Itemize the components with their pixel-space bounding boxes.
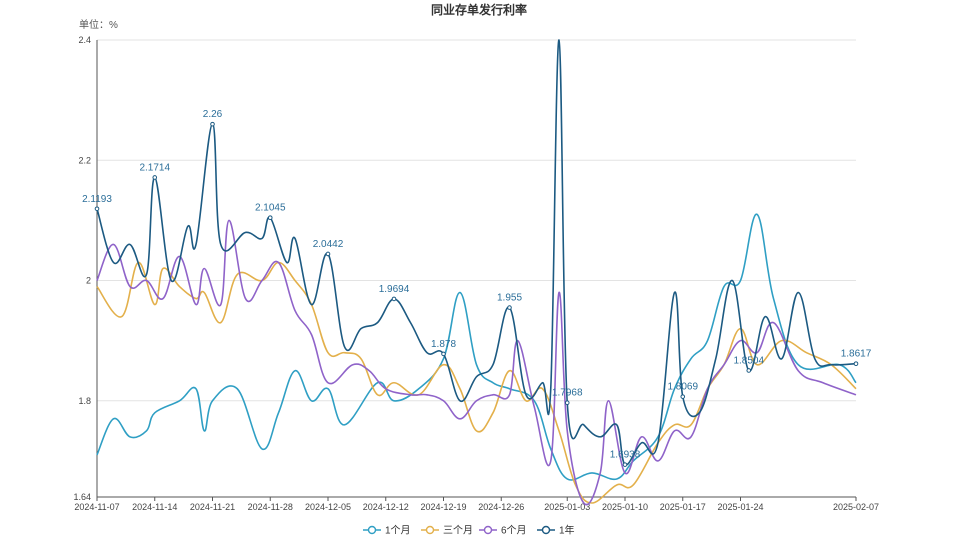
data-point-marker	[507, 305, 512, 310]
data-point-marker	[210, 121, 215, 127]
data-point-marker	[622, 462, 628, 467]
data-label: 1.9694	[379, 284, 410, 295]
data-point-marker	[853, 361, 859, 366]
x-tick-label: 2025-01-17	[660, 502, 706, 512]
x-tick-label: 2024-11-21	[190, 502, 235, 512]
legend-item: 1年	[537, 524, 575, 537]
data-label: 2.26	[203, 109, 223, 120]
data-point-marker	[94, 206, 100, 212]
gridlines	[97, 39, 856, 402]
x-tick-label: 2024-12-19	[420, 502, 466, 512]
series-line-3	[96, 219, 857, 506]
legend-label: 1年	[559, 524, 575, 537]
legend-marker	[541, 525, 551, 535]
x-tick-label: 2025-01-24	[717, 502, 763, 512]
legend-label: 三个月	[443, 525, 473, 537]
data-point-marker	[267, 215, 273, 220]
series-line-1	[96, 213, 857, 481]
data-label: 1.6938	[610, 450, 641, 461]
y-tick-label: 1.64	[73, 492, 91, 502]
data-point-marker	[746, 368, 752, 373]
legend-marker	[425, 525, 435, 535]
series-line-4	[96, 39, 857, 466]
x-tick-label: 2024-12-05	[305, 502, 351, 512]
legend-label: 1个月	[385, 525, 411, 537]
legend-marker	[367, 525, 377, 535]
chart-title: 同业存单发行利率	[431, 2, 527, 17]
data-point-marker	[391, 296, 397, 302]
legend: 1个月 三个月 6个月 1年	[363, 524, 575, 537]
x-tick-label: 2024-12-12	[363, 502, 409, 512]
series-lines	[96, 39, 857, 506]
series-line-2	[96, 261, 857, 504]
data-label: 2.1193	[82, 194, 112, 205]
data-point-marker	[325, 251, 331, 257]
data-label: 2.0442	[313, 239, 344, 250]
data-point-marker	[680, 394, 686, 399]
data-label: 1.955	[497, 293, 522, 304]
x-tick-label: 2024-11-14	[132, 502, 177, 512]
legend-item: 1个月	[363, 525, 411, 537]
x-tick-label: 2024-12-26	[478, 502, 524, 512]
data-point-marker	[564, 400, 570, 406]
data-label: 1.878	[431, 339, 456, 350]
axes: 1.64 1.8 2 2.2 2.4 2024-11-07 2024-11-14 2024-1…	[73, 35, 879, 512]
y-tick-label: 2.2	[78, 155, 91, 165]
data-point-marker	[441, 351, 446, 357]
y-tick-label: 2	[86, 276, 91, 286]
x-tick-label: 2024-11-07	[74, 502, 119, 512]
data-point-marker	[152, 175, 158, 180]
legend-item: 三个月	[421, 525, 473, 537]
y-tick-label: 1.8	[78, 396, 91, 406]
unit-label: 单位：%	[79, 18, 118, 31]
y-tick-label: 2.4	[78, 35, 91, 45]
data-label: 1.7968	[552, 388, 583, 399]
legend-marker	[483, 525, 493, 535]
data-label: 1.8617	[841, 349, 872, 360]
legend-label: 6个月	[501, 525, 527, 537]
data-labels: 2.1193 2.1714 2.26 2.1045 2.0442 1.9694 1.878 1…	[82, 109, 872, 467]
x-tick-label: 2025-01-10	[602, 502, 648, 512]
data-label: 1.8504	[733, 355, 764, 366]
legend-item: 6个月	[479, 525, 527, 537]
x-tick-label: 2025-01-03	[544, 502, 590, 512]
data-label: 2.1045	[255, 203, 286, 214]
x-tick-label: 2024-11-28	[248, 502, 293, 512]
data-label: 1.8069	[667, 382, 698, 393]
data-label: 2.1714	[139, 162, 170, 173]
x-tick-label: 2025-02-07	[833, 502, 879, 512]
